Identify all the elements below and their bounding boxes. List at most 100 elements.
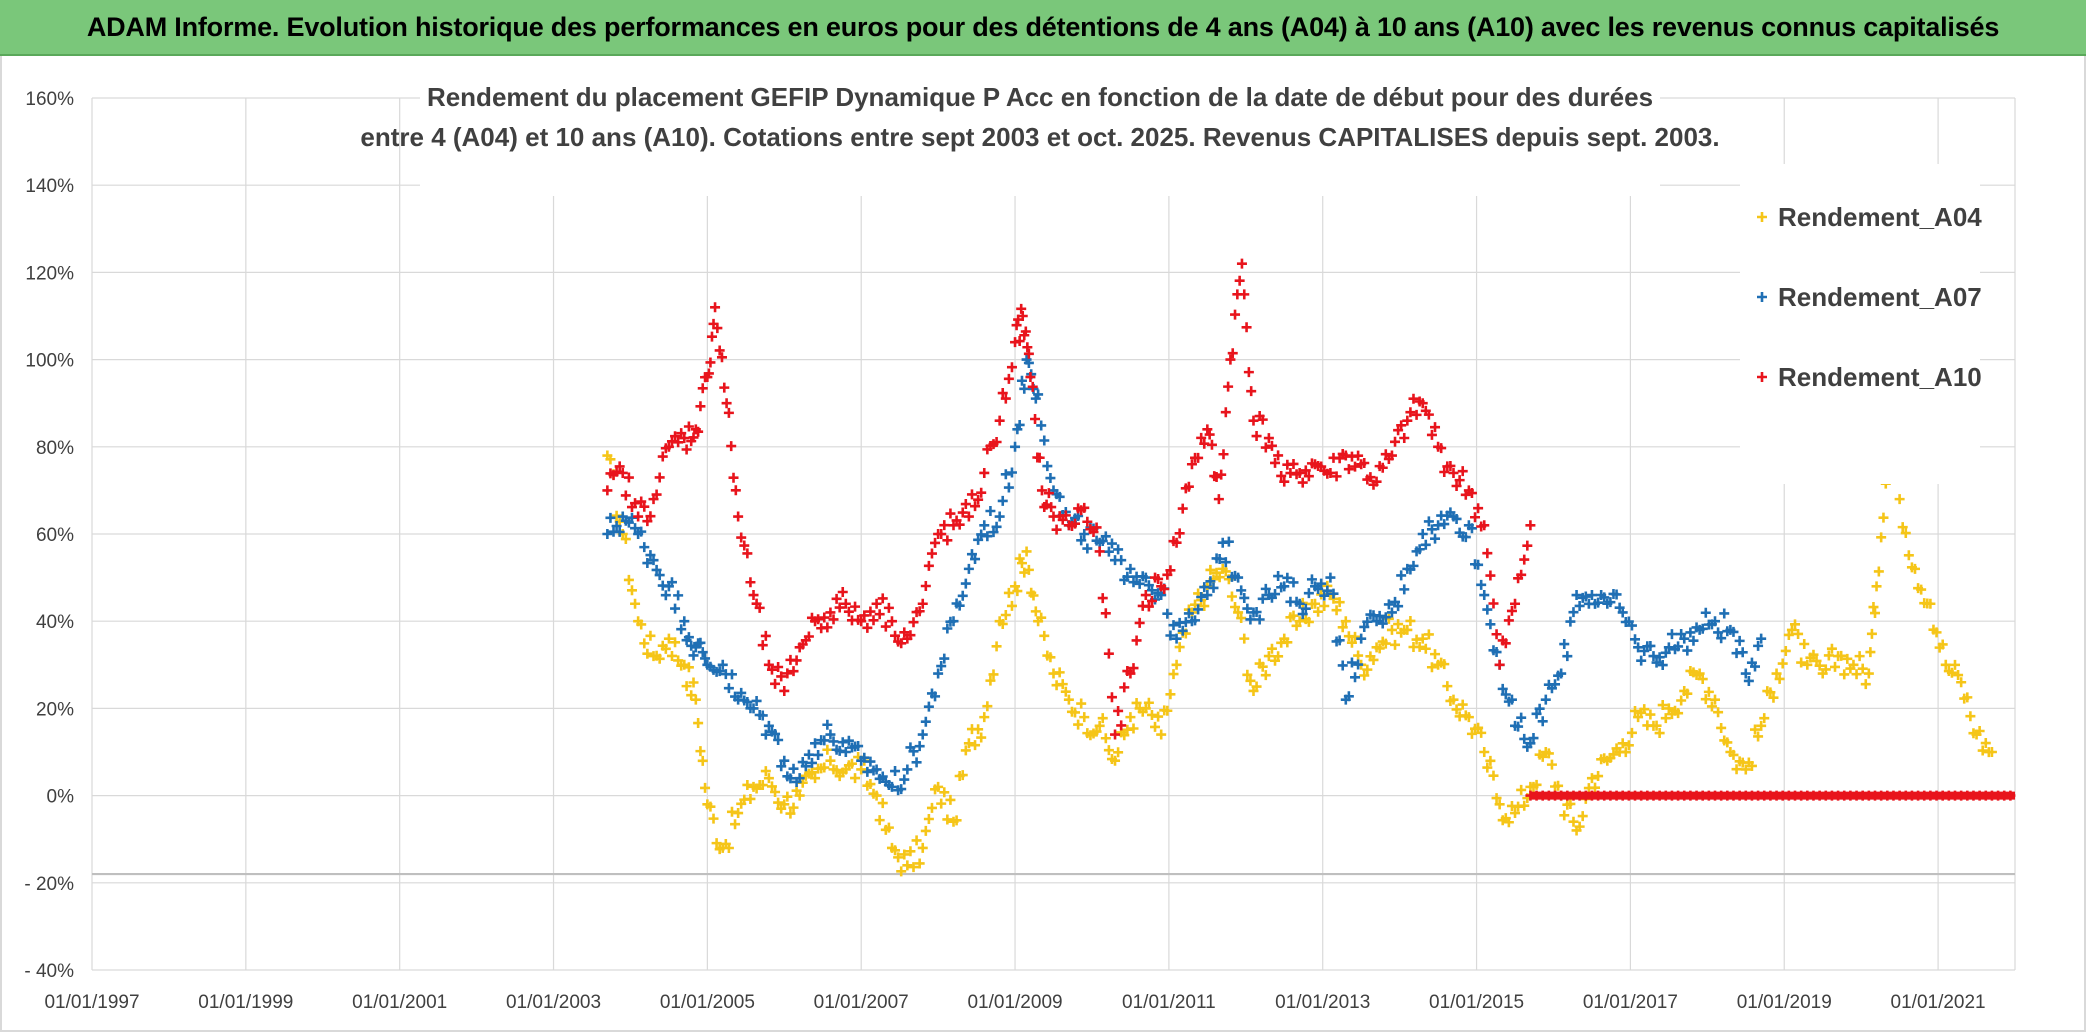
data-point — [1227, 348, 1238, 359]
data-point — [1494, 659, 1505, 670]
data-point — [788, 666, 799, 677]
data-point — [1171, 633, 1182, 644]
data-point — [1768, 692, 1779, 703]
data-point — [1343, 691, 1354, 702]
data-point — [1303, 616, 1314, 627]
data-point — [683, 662, 694, 673]
data-point — [871, 598, 882, 609]
data-point — [1716, 633, 1727, 644]
data-point — [1063, 694, 1074, 705]
data-point — [1639, 704, 1650, 715]
data-point — [939, 520, 950, 531]
data-point — [1245, 614, 1256, 625]
data-point — [1350, 631, 1361, 642]
data-point — [822, 719, 833, 730]
y-tick-label: 20% — [36, 699, 74, 720]
data-point — [1383, 453, 1394, 464]
data-point — [1870, 608, 1881, 619]
data-point — [1270, 457, 1281, 468]
data-point — [1494, 799, 1505, 810]
data-point — [899, 774, 910, 785]
data-point — [1783, 629, 1794, 640]
data-point — [890, 766, 901, 777]
y-tick-label: 60% — [36, 525, 74, 546]
data-point — [970, 554, 981, 565]
data-point — [810, 738, 821, 749]
data-point — [828, 614, 839, 625]
data-point — [1380, 638, 1391, 649]
data-point — [719, 382, 730, 393]
data-point — [1045, 652, 1056, 663]
data-point — [1457, 466, 1468, 477]
data-point — [1636, 655, 1647, 666]
data-point — [1903, 550, 1914, 561]
data-point — [1423, 516, 1434, 527]
data-point — [730, 485, 741, 496]
data-point — [620, 534, 631, 545]
data-point — [1790, 619, 1801, 630]
data-point — [1350, 461, 1361, 472]
data-point — [788, 763, 799, 774]
data-point — [1202, 424, 1213, 435]
data-point — [1426, 429, 1437, 440]
data-point — [708, 813, 719, 824]
data-point — [681, 681, 692, 692]
data-point — [1553, 670, 1564, 681]
data-point — [1710, 694, 1721, 705]
data-point — [1445, 460, 1456, 471]
data-point — [868, 788, 879, 799]
data-point — [1405, 615, 1416, 626]
data-point — [837, 587, 848, 598]
data-point — [850, 601, 861, 612]
data-point — [877, 593, 888, 604]
data-point — [970, 740, 981, 751]
data-point — [1242, 669, 1253, 680]
data-point — [666, 577, 677, 588]
data-point — [1466, 488, 1477, 499]
data-point — [1682, 688, 1693, 699]
data-point — [1043, 488, 1054, 499]
data-point — [1743, 675, 1754, 686]
y-axis-ticks: - 40% - 20% 0% 20% 40% 60% 80% 100% 120% 140% 160% — [24, 89, 74, 982]
data-point — [1916, 584, 1927, 595]
data-point — [1700, 607, 1711, 618]
data-point — [657, 580, 668, 591]
data-point — [1654, 652, 1665, 663]
data-point — [639, 638, 650, 649]
data-point — [712, 323, 723, 334]
data-point — [1676, 629, 1687, 640]
banner: ADAM Informe. Evolution historique des p… — [0, 0, 2086, 56]
data-point — [1260, 670, 1271, 681]
data-point — [1159, 583, 1170, 594]
data-point — [1756, 720, 1767, 731]
data-point — [966, 489, 977, 500]
data-point — [1691, 670, 1702, 681]
data-point — [806, 612, 817, 623]
data-point — [676, 428, 687, 439]
data-point — [1651, 720, 1662, 731]
data-point — [1051, 524, 1062, 535]
data-point — [1168, 669, 1179, 680]
data-point — [1654, 728, 1665, 739]
data-point — [1340, 616, 1351, 627]
data-point — [763, 720, 774, 731]
data-point — [930, 691, 941, 702]
data-point — [679, 616, 690, 627]
data-point — [760, 729, 771, 740]
data-point — [716, 352, 727, 363]
legend-marker — [1757, 212, 1767, 222]
data-point — [1411, 409, 1422, 420]
chart-title-line-1: Rendement du placement GEFIP Dynamique P… — [427, 82, 1653, 112]
data-point — [979, 467, 990, 478]
data-point — [803, 749, 814, 760]
data-point — [1442, 681, 1453, 692]
data-point — [1750, 661, 1761, 672]
data-point — [1116, 720, 1127, 731]
data-point — [1316, 578, 1327, 589]
data-point — [1091, 522, 1102, 533]
data-point — [717, 659, 728, 670]
data-point — [846, 758, 857, 769]
data-point — [1519, 554, 1530, 565]
data-point — [770, 728, 781, 739]
data-point — [1826, 643, 1837, 654]
